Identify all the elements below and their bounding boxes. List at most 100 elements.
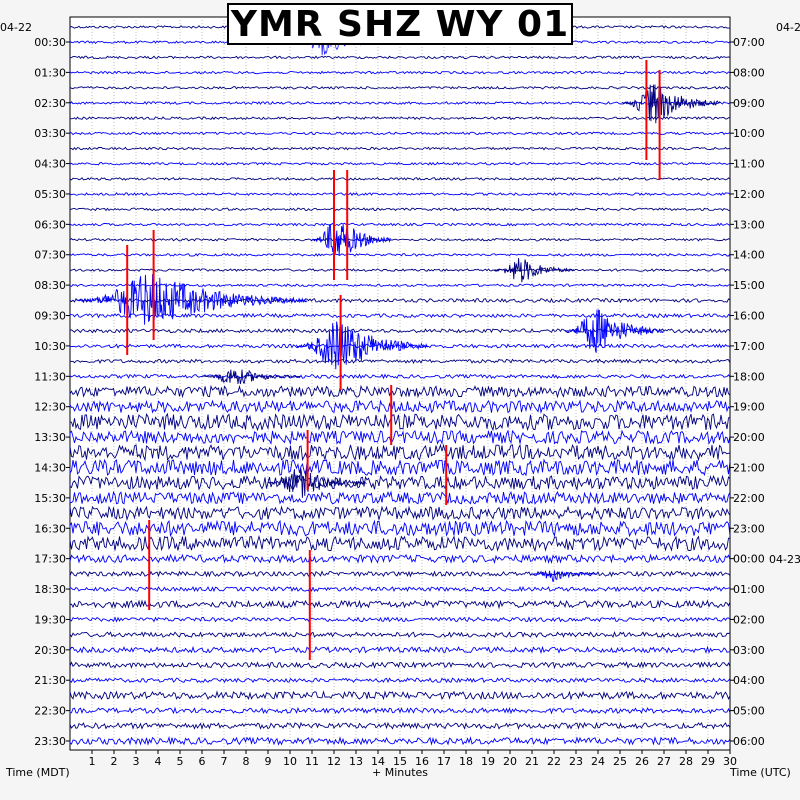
x-tick-label: 17 xyxy=(437,755,451,768)
right-row-label: 05:00 xyxy=(733,705,765,718)
left-row-label: 10:30 xyxy=(34,340,66,353)
event-burst xyxy=(296,321,428,370)
trace-line xyxy=(69,735,731,746)
trace-line xyxy=(69,661,731,669)
left-row-label: 15:30 xyxy=(34,492,66,505)
right-row-label: 15:00 xyxy=(733,279,765,292)
trace-line xyxy=(69,268,731,273)
x-tick-label: 16 xyxy=(415,755,429,768)
trace-line xyxy=(69,490,731,505)
left-row-label: 16:30 xyxy=(34,522,66,535)
event-burst xyxy=(267,468,367,498)
trace-line xyxy=(69,505,731,522)
right-row-label: 02:00 xyxy=(733,613,765,626)
trace-line xyxy=(69,85,731,90)
left-row-label: 01:30 xyxy=(34,66,66,79)
left-row-label: 23:30 xyxy=(34,735,66,748)
right-row-label: 06:00 xyxy=(733,735,765,748)
x-tick-label: 11 xyxy=(305,755,319,768)
x-tick-label: 19 xyxy=(481,755,495,768)
trace-line xyxy=(69,222,731,227)
right-row-label: 16:00 xyxy=(733,310,765,323)
x-axis-title: + Minutes xyxy=(372,766,429,779)
trace-line xyxy=(69,192,731,197)
right-row-label: 03:00 xyxy=(733,644,765,657)
x-tick-label: 23 xyxy=(569,755,583,768)
x-tick-label: 18 xyxy=(459,755,473,768)
trace-line xyxy=(69,312,731,319)
event-burst xyxy=(201,369,301,385)
right-row-label: 00:00 xyxy=(733,553,765,566)
x-tick-label: 9 xyxy=(265,755,272,768)
right-axis-title: Time (UTC) xyxy=(730,766,791,779)
right-row-label: 20:00 xyxy=(733,431,765,444)
event-burst xyxy=(621,84,721,124)
trace-line xyxy=(69,161,731,166)
x-tick-label: 7 xyxy=(221,755,228,768)
trace-line xyxy=(69,570,731,578)
x-tick-label: 13 xyxy=(349,755,363,768)
left-row-label: 14:30 xyxy=(34,461,66,474)
trace-line xyxy=(69,616,731,623)
left-row-label: 02:30 xyxy=(34,97,66,110)
x-tick-label: 5 xyxy=(177,755,184,768)
left-row-label: 11:30 xyxy=(34,370,66,383)
event-burst xyxy=(564,309,664,353)
event-burst xyxy=(76,273,308,325)
trace-line xyxy=(69,101,731,106)
left-row-label: 19:30 xyxy=(34,613,66,626)
left-row-label: 18:30 xyxy=(34,583,66,596)
event-burst xyxy=(494,257,575,283)
right-row-label: 09:00 xyxy=(733,97,765,110)
trace-line xyxy=(69,429,731,446)
left-row-label: 03:30 xyxy=(34,127,66,140)
trace-line xyxy=(69,131,731,136)
trace-line xyxy=(69,443,731,462)
left-row-label: 06:30 xyxy=(34,218,66,231)
right-date-mid-label: 04-23 xyxy=(769,553,800,566)
right-row-label: 12:00 xyxy=(733,188,765,201)
left-row-label: 12:30 xyxy=(34,401,66,414)
x-tick-label: 20 xyxy=(503,755,517,768)
right-row-label: 08:00 xyxy=(733,66,765,79)
left-row-label: 00:30 xyxy=(34,36,66,49)
chart-title: YMR SHZ WY 01 xyxy=(227,3,573,45)
event-burst xyxy=(531,570,598,582)
grid-lines xyxy=(91,17,709,750)
trace-line xyxy=(69,253,731,257)
trace-line xyxy=(69,534,731,553)
right-row-label: 07:00 xyxy=(733,36,765,49)
x-tick-label: 24 xyxy=(591,755,605,768)
x-tick-label: 2 xyxy=(111,755,118,768)
x-tick-label: 3 xyxy=(133,755,140,768)
right-row-label: 19:00 xyxy=(733,401,765,414)
right-row-label: 11:00 xyxy=(733,158,765,171)
event-burst xyxy=(311,224,391,256)
x-tick-label: 26 xyxy=(635,755,649,768)
trace-line xyxy=(69,690,731,701)
right-row-label: 17:00 xyxy=(733,340,765,353)
trace-line xyxy=(69,399,731,414)
x-tick-label: 25 xyxy=(613,755,627,768)
trace-line xyxy=(69,458,731,477)
left-row-label: 04:30 xyxy=(34,158,66,171)
left-row-label: 09:30 xyxy=(34,310,66,323)
trace-line xyxy=(69,645,731,655)
left-row-label: 22:30 xyxy=(34,705,66,718)
seismic-traces xyxy=(69,25,731,746)
x-tick-label: 21 xyxy=(525,755,539,768)
left-row-label: 17:30 xyxy=(34,553,66,566)
trace-line xyxy=(69,55,731,60)
x-tick-label: 12 xyxy=(327,755,341,768)
left-row-label: 13:30 xyxy=(34,431,66,444)
trace-line xyxy=(69,116,731,121)
right-row-label: 10:00 xyxy=(733,127,765,140)
trace-line xyxy=(69,283,731,288)
left-date-label: 04-22 xyxy=(0,21,32,34)
x-tick-label: 30 xyxy=(723,755,737,768)
x-tick-label: 27 xyxy=(657,755,671,768)
trace-line xyxy=(69,706,731,715)
trace-line xyxy=(69,677,731,684)
x-tick-label: 22 xyxy=(547,755,561,768)
trace-line xyxy=(69,721,731,731)
